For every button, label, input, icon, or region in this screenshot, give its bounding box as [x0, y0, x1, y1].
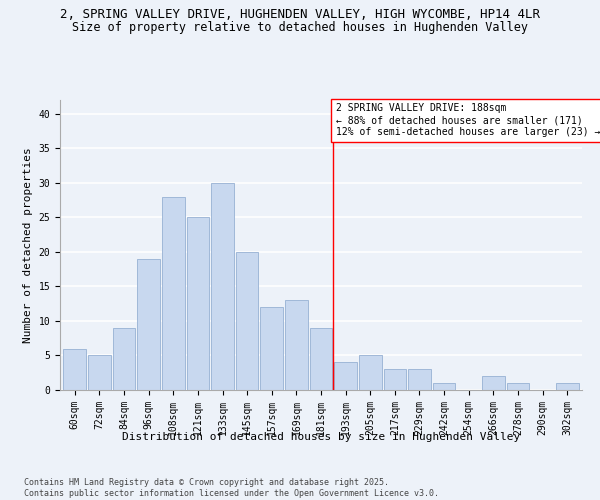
Bar: [383, 370, 406, 390]
Text: 2, SPRING VALLEY DRIVE, HUGHENDEN VALLEY, HIGH WYCOMBE, HP14 4LR: 2, SPRING VALLEY DRIVE, HUGHENDEN VALLEY…: [60, 8, 540, 20]
Text: Distribution of detached houses by size in Hughenden Valley: Distribution of detached houses by size …: [122, 432, 520, 442]
Y-axis label: Number of detached properties: Number of detached properties: [23, 147, 33, 343]
Bar: [506, 383, 529, 390]
Bar: [433, 383, 455, 390]
Bar: [260, 307, 283, 390]
Bar: [88, 356, 111, 390]
Bar: [187, 218, 209, 390]
Bar: [310, 328, 332, 390]
Bar: [211, 183, 234, 390]
Bar: [162, 196, 185, 390]
Bar: [285, 300, 308, 390]
Text: 2 SPRING VALLEY DRIVE: 188sqm
← 88% of detached houses are smaller (171)
12% of : 2 SPRING VALLEY DRIVE: 188sqm ← 88% of d…: [336, 104, 600, 136]
Bar: [556, 383, 578, 390]
Bar: [359, 356, 382, 390]
Bar: [113, 328, 136, 390]
Bar: [64, 348, 86, 390]
Text: Contains HM Land Registry data © Crown copyright and database right 2025.
Contai: Contains HM Land Registry data © Crown c…: [24, 478, 439, 498]
Bar: [236, 252, 259, 390]
Bar: [408, 370, 431, 390]
Bar: [334, 362, 357, 390]
Bar: [482, 376, 505, 390]
Bar: [137, 259, 160, 390]
Text: Size of property relative to detached houses in Hughenden Valley: Size of property relative to detached ho…: [72, 21, 528, 34]
